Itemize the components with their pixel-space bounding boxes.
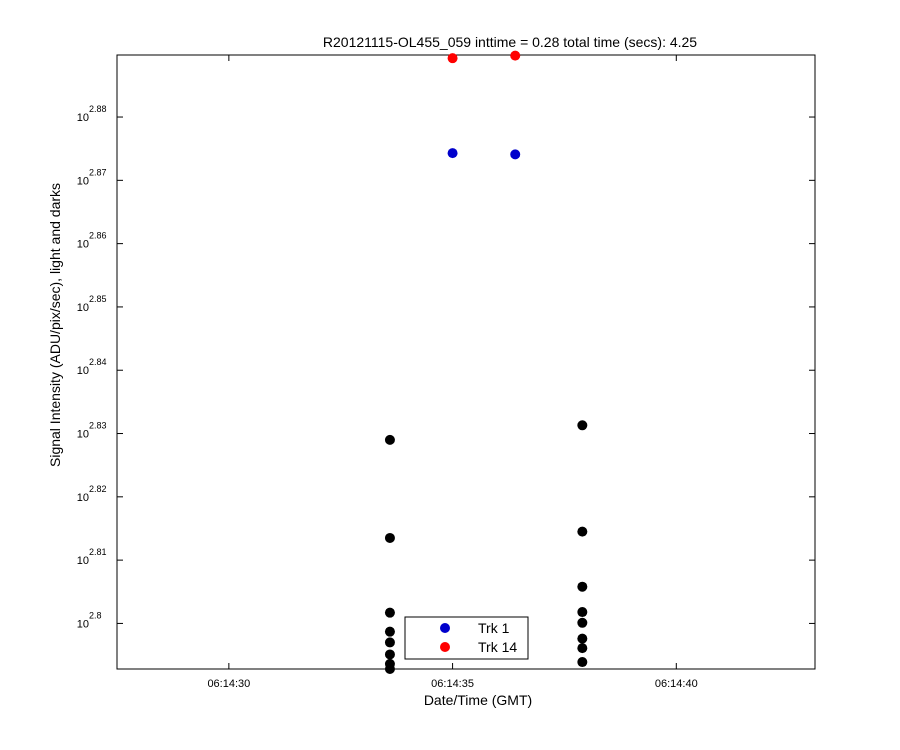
x-tick-label: 06:14:30 — [207, 678, 250, 690]
data-point-series-2 — [384, 434, 395, 445]
y-tick-label-exponent: 2.88 — [89, 104, 107, 114]
x-tick-label: 06:14:40 — [655, 678, 698, 690]
plot-area — [116, 54, 816, 670]
legend: Trk 1 Trk 14 — [404, 616, 529, 660]
y-tick-label-base: 10 — [77, 239, 89, 251]
y-tick-label-base: 10 — [77, 555, 89, 567]
data-point-series-2 — [384, 607, 395, 618]
legend-box — [404, 616, 529, 660]
y-axis-label: Signal Intensity (ADU/pix/sec), light an… — [47, 183, 63, 467]
data-point-series-2 — [384, 637, 395, 648]
y-tick-label-base: 10 — [77, 175, 89, 187]
data-point-series-2 — [384, 626, 395, 637]
data-point-series-2 — [384, 532, 395, 543]
y-tick-label-base: 10 — [77, 618, 89, 630]
data-point-series-2 — [577, 607, 588, 618]
y-tick-label-base: 10 — [77, 112, 89, 124]
data-point-series-2 — [384, 649, 395, 660]
data-point-series-2 — [384, 664, 395, 674]
legend-label-trk-1: Trk 1 — [478, 620, 510, 636]
y-tick-label-base: 10 — [77, 492, 89, 504]
x-axis-label: Date/Time (GMT) — [424, 692, 532, 708]
y-tick-label-exponent: 2.81 — [89, 547, 107, 557]
y-tick-label-base: 10 — [77, 302, 89, 314]
y-tick-label-exponent: 2.85 — [89, 294, 107, 304]
chart-title: R20121115-OL455_059 inttime = 0.28 total… — [323, 34, 697, 50]
y-tick-label-exponent: 2.86 — [89, 231, 107, 241]
y-tick-label-exponent: 2.82 — [89, 484, 107, 494]
data-point-series-2 — [577, 581, 588, 592]
legend-label-trk-14: Trk 14 — [478, 639, 517, 655]
legend-marker-trk-14 — [440, 642, 450, 652]
data-point-series-0 — [510, 149, 521, 160]
data-point-series-1 — [447, 53, 458, 64]
y-tick-label-base: 10 — [77, 429, 89, 441]
y-tick-label-base: 10 — [77, 365, 89, 377]
data-points — [384, 50, 588, 674]
x-axis: 06:14:30 06:14:35 06:14:40 — [207, 55, 698, 690]
data-point-series-2 — [577, 420, 588, 431]
y-tick-label-exponent: 2.8 — [89, 610, 102, 620]
data-point-series-2 — [577, 526, 588, 537]
data-point-series-1 — [510, 50, 521, 61]
data-point-series-2 — [577, 633, 588, 644]
y-tick-label-exponent: 2.87 — [89, 167, 107, 177]
y-tick-label-exponent: 2.84 — [89, 357, 107, 367]
data-point-series-2 — [577, 617, 588, 628]
y-axis: 102.8102.81102.82102.83102.84102.85102.8… — [77, 104, 815, 630]
x-tick-label: 06:14:35 — [431, 678, 474, 690]
data-point-series-2 — [577, 643, 588, 654]
data-point-series-0 — [447, 148, 458, 159]
legend-marker-trk-1 — [440, 623, 450, 633]
y-tick-label-exponent: 2.83 — [89, 421, 107, 431]
data-point-series-2 — [577, 657, 588, 668]
